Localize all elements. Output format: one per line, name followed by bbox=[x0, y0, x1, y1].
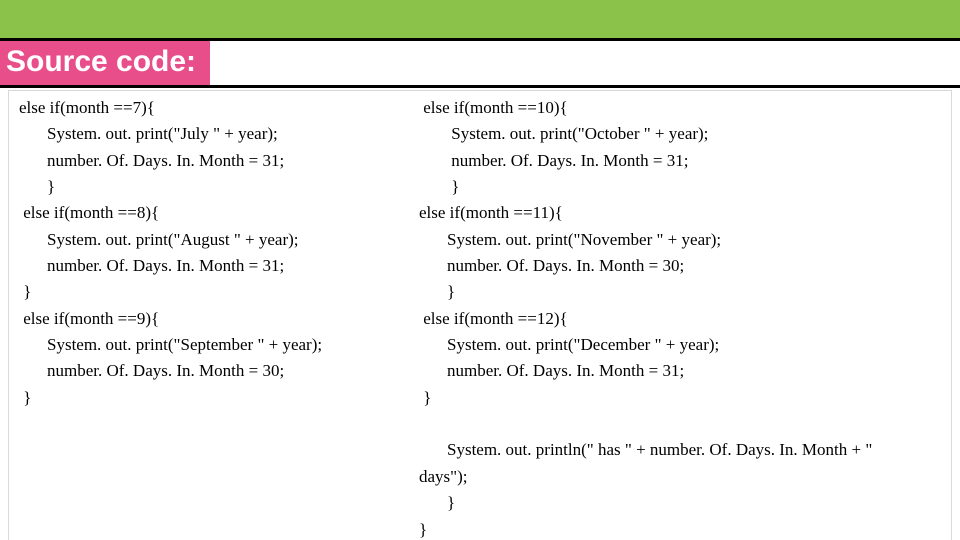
code-line: System. out. print("August " + year); bbox=[19, 227, 401, 253]
top-accent-bar bbox=[0, 0, 960, 38]
code-column-right: else if(month ==10){ System. out. print(… bbox=[409, 91, 951, 540]
code-line: number. Of. Days. In. Month = 30; bbox=[19, 358, 401, 384]
code-line bbox=[419, 411, 943, 437]
code-column-left: else if(month ==7){System. out. print("J… bbox=[9, 91, 409, 540]
code-line: System. out. println(" has " + number. O… bbox=[419, 437, 943, 463]
code-line: else if(month ==12){ bbox=[419, 306, 943, 332]
code-line: System. out. print("November " + year); bbox=[419, 227, 943, 253]
code-line: number. Of. Days. In. Month = 31; bbox=[19, 148, 401, 174]
code-line: else if(month ==7){ bbox=[19, 95, 401, 121]
code-line: number. Of. Days. In. Month = 31; bbox=[419, 148, 943, 174]
code-line: } bbox=[419, 279, 943, 305]
code-line: number. Of. Days. In. Month = 31; bbox=[19, 253, 401, 279]
code-line: else if(month ==11){ bbox=[419, 200, 943, 226]
code-line: number. Of. Days. In. Month = 31; bbox=[419, 358, 943, 384]
code-line: System. out. print("July " + year); bbox=[19, 121, 401, 147]
code-line: } bbox=[419, 490, 943, 516]
code-line: else if(month ==9){ bbox=[19, 306, 401, 332]
code-line: else if(month ==8){ bbox=[19, 200, 401, 226]
page-title: Source code: bbox=[6, 45, 196, 78]
code-line: } bbox=[419, 517, 943, 540]
code-line: } bbox=[419, 385, 943, 411]
code-line: } bbox=[19, 279, 401, 305]
title-row: Source code: bbox=[0, 38, 960, 88]
code-line: System. out. print("September " + year); bbox=[19, 332, 401, 358]
code-line: days"); bbox=[419, 464, 943, 490]
code-line: System. out. print("October " + year); bbox=[419, 121, 943, 147]
code-line: number. Of. Days. In. Month = 30; bbox=[419, 253, 943, 279]
code-line: else if(month ==10){ bbox=[419, 95, 943, 121]
code-line: System. out. print("December " + year); bbox=[419, 332, 943, 358]
code-line: } bbox=[19, 385, 401, 411]
code-container: else if(month ==7){System. out. print("J… bbox=[8, 90, 952, 540]
code-line: } bbox=[419, 174, 943, 200]
title-badge: Source code: bbox=[0, 41, 210, 85]
code-line: } bbox=[19, 174, 401, 200]
